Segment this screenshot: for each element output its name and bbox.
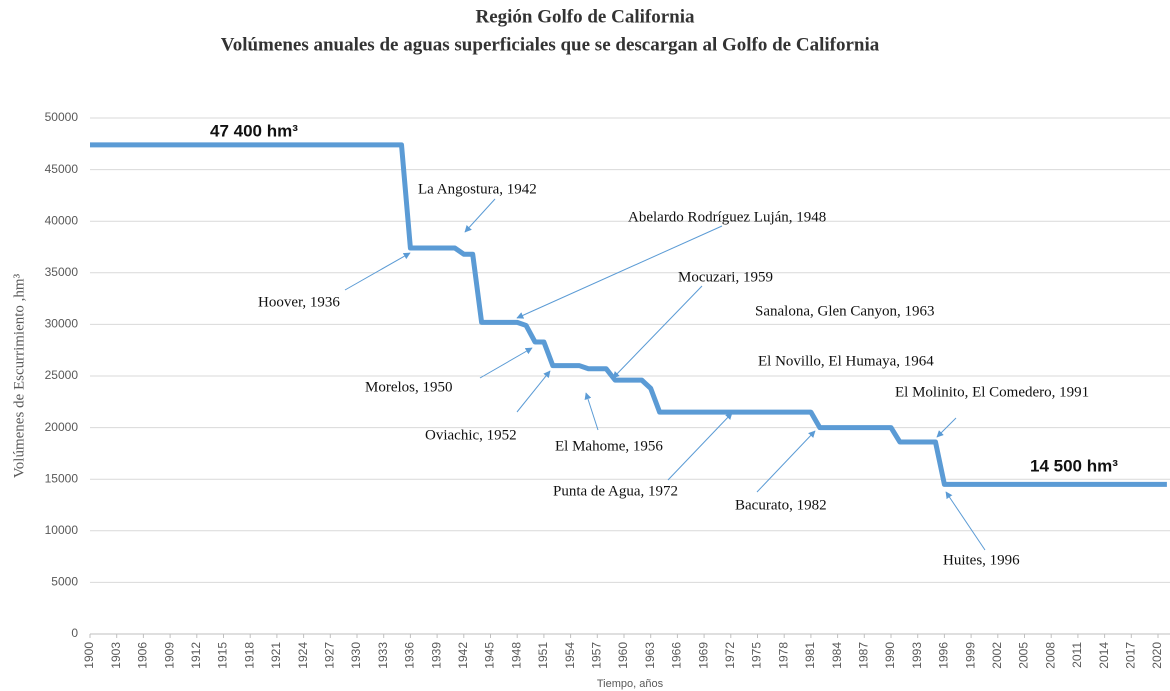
y-tick-label: 30000 <box>45 317 79 331</box>
y-tick-label: 40000 <box>45 213 79 227</box>
x-tick-label: 1918 <box>242 642 256 669</box>
y-tick-label: 25000 <box>45 368 79 382</box>
x-tick-label: 1915 <box>216 642 230 669</box>
x-tick-label: 1969 <box>696 642 710 669</box>
x-tick-label: 1981 <box>803 642 817 669</box>
annotation: El Novillo, El Humaya, 1964 <box>758 353 934 369</box>
annotation: Huites, 1996 <box>943 552 1020 568</box>
annotation: Abelardo Rodríguez Luján, 1948 <box>628 209 826 225</box>
x-tick-label: 2005 <box>1017 642 1031 669</box>
annotation-arrow <box>464 198 496 233</box>
x-tick-label: 1912 <box>189 642 203 669</box>
annotation-arrow <box>516 370 551 413</box>
y-tick-label: 45000 <box>45 162 79 176</box>
annotation: Sanalona, Glen Canyon, 1963 <box>755 303 935 319</box>
x-tick-label: 1945 <box>483 642 497 669</box>
y-tick-label: 0 <box>71 626 78 640</box>
x-tick-label: 1930 <box>349 642 363 669</box>
annotation-arrow <box>584 392 599 431</box>
x-tick-label: 1924 <box>296 642 310 669</box>
x-tick-label: 1990 <box>883 642 897 669</box>
x-tick-label: 2020 <box>1150 642 1164 669</box>
annotation: Morelos, 1950 <box>365 379 453 395</box>
x-tick-label: 1927 <box>322 642 336 669</box>
x-tick-label: 1966 <box>670 642 684 669</box>
annotation: Mocuzari, 1959 <box>678 269 773 285</box>
x-tick-label: 1963 <box>643 642 657 669</box>
x-tick-label: 1921 <box>269 642 283 669</box>
x-tick-label: 1909 <box>162 642 176 669</box>
y-tick-label: 20000 <box>45 420 79 434</box>
x-tick-label: 1972 <box>723 642 737 669</box>
chart-title: Región Golfo de California <box>475 6 695 27</box>
x-tick-label: 1957 <box>589 642 603 669</box>
x-tick-label: 1906 <box>136 642 150 669</box>
x-tick-label: 1900 <box>82 642 96 669</box>
x-tick-label: 1951 <box>536 642 550 669</box>
x-tick-label: 1933 <box>376 642 390 669</box>
annotation: 47 400 hm³ <box>210 121 298 140</box>
y-tick-label: 15000 <box>45 471 79 485</box>
data-line <box>90 142 1167 487</box>
annotation: Hoover, 1936 <box>258 294 340 310</box>
annotation-arrow <box>756 430 816 493</box>
annotation: El Mahome, 1956 <box>555 438 663 454</box>
annotation: Punta de Agua, 1972 <box>553 483 678 499</box>
annotation-arrow <box>516 225 723 319</box>
x-tick-label: 1954 <box>563 642 577 669</box>
annotation: Oviachic, 1952 <box>425 427 517 443</box>
y-tick-label: 5000 <box>51 575 78 589</box>
x-tick-label: 1975 <box>750 642 764 669</box>
x-tick-label: 1999 <box>963 642 977 669</box>
annotation: Bacurato, 1982 <box>735 497 827 513</box>
x-tick-label: 1993 <box>910 642 924 669</box>
annotation-arrow <box>344 252 411 291</box>
annotation-arrow <box>479 347 533 379</box>
annotation: 14 500 hm³ <box>1030 456 1118 475</box>
chart-subtitle: Volúmenes anuales de aguas superficiales… <box>221 34 880 55</box>
y-axis-label: Volúmenes de Escurrimiento ,hm³ <box>11 273 27 478</box>
x-tick-label: 2008 <box>1043 642 1057 669</box>
x-tick-label: 1942 <box>456 642 470 669</box>
annotation: La Angostura, 1942 <box>418 181 537 197</box>
x-tick-label: 1903 <box>109 642 123 669</box>
annotation-arrow <box>667 412 733 481</box>
annotation-arrow <box>612 285 703 379</box>
x-tick-label: 1960 <box>616 642 630 669</box>
x-tick-label: 2002 <box>990 642 1004 669</box>
x-tick-label: 1996 <box>937 642 951 669</box>
x-tick-label: 2014 <box>1097 642 1111 669</box>
x-tick-label: 1936 <box>403 642 417 669</box>
y-tick-label: 10000 <box>45 523 79 537</box>
x-tick-label: 1948 <box>509 642 523 669</box>
x-axis-label: Tiempo, años <box>597 678 664 690</box>
y-tick-label: 35000 <box>45 265 79 279</box>
x-tick-label: 1984 <box>830 642 844 669</box>
x-tick-label: 1939 <box>429 642 443 669</box>
x-tick-label: 1987 <box>856 642 870 669</box>
annotation-arrow <box>945 491 986 551</box>
annotation-arrow <box>936 417 957 438</box>
annotation: El Molinito, El Comedero, 1991 <box>895 384 1089 400</box>
x-tick-label: 2011 <box>1070 642 1084 668</box>
x-tick-label: 2017 <box>1123 642 1137 669</box>
y-tick-label: 50000 <box>45 110 79 124</box>
x-tick-label: 1978 <box>776 642 790 669</box>
